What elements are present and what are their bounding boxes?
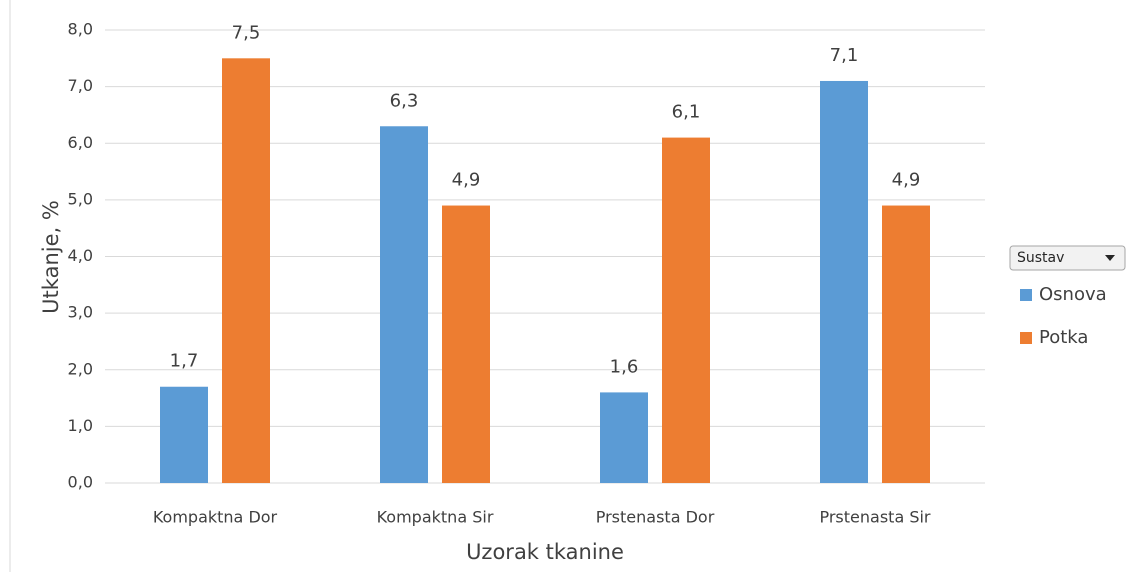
y-tick-label: 5,0 (68, 189, 93, 208)
legend-title: Sustav (1017, 250, 1064, 266)
y-axis-title: Utkanje, % (39, 200, 63, 314)
y-tick-label: 8,0 (68, 20, 93, 39)
bar (222, 58, 270, 483)
y-tick-label: 0,0 (68, 473, 93, 492)
legend-swatch (1020, 332, 1032, 344)
legend-label: Osnova (1039, 284, 1107, 305)
x-axis-title: Uzorak tkanine (466, 540, 624, 564)
bar (662, 137, 710, 483)
bar (882, 205, 930, 483)
bar (160, 386, 208, 483)
legend-swatch (1020, 289, 1032, 301)
x-tick-label: Prstenasta Dor (596, 508, 715, 527)
legend-label: Potka (1039, 327, 1088, 348)
dropdown-arrow (1105, 255, 1115, 261)
y-tick-label: 6,0 (68, 133, 93, 152)
data-label: 7,5 (232, 22, 261, 43)
y-tick-label: 1,0 (68, 416, 93, 435)
bar (820, 80, 868, 484)
data-label: 6,1 (672, 102, 701, 123)
data-label: 4,9 (892, 170, 921, 191)
data-label: 7,1 (830, 45, 859, 66)
data-label: 1,7 (170, 351, 199, 372)
y-tick-label: 7,0 (68, 76, 93, 95)
x-tick-label: Kompaktna Dor (153, 508, 278, 527)
data-label: 1,6 (610, 356, 639, 377)
x-tick-label: Prstenasta Sir (819, 508, 930, 527)
x-tick-label: Kompaktna Sir (377, 508, 494, 527)
data-label: 4,9 (452, 170, 481, 191)
y-tick-label: 3,0 (68, 303, 93, 322)
y-tick-label: 4,0 (68, 246, 93, 265)
y-tick-label: 2,0 (68, 359, 93, 378)
data-label: 6,3 (390, 90, 419, 111)
bar (442, 205, 490, 483)
filter-button[interactable] (1009, 245, 1126, 271)
bar (380, 126, 428, 483)
legend-filter[interactable]: Sustav (1009, 245, 1126, 271)
bar (600, 392, 648, 483)
